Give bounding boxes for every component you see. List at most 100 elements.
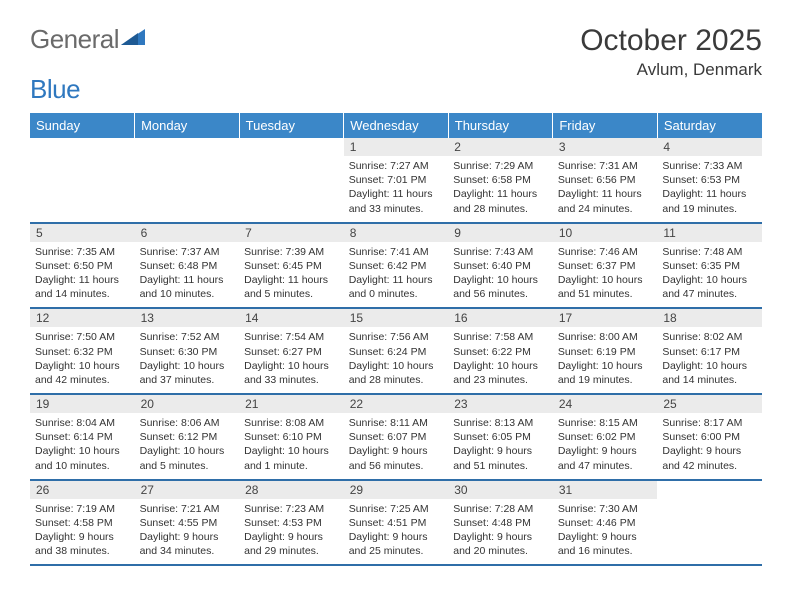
calendar-day-cell: 18Sunrise: 8:02 AMSunset: 6:17 PMDayligh… <box>657 308 762 394</box>
weekday-header: Thursday <box>448 113 553 138</box>
day-details: Sunrise: 8:04 AMSunset: 6:14 PMDaylight:… <box>30 413 135 479</box>
day-number: 13 <box>135 309 240 327</box>
month-title: October 2025 <box>580 24 762 58</box>
calendar-day-cell: 15Sunrise: 7:56 AMSunset: 6:24 PMDayligh… <box>344 308 449 394</box>
day-details: Sunrise: 7:21 AMSunset: 4:55 PMDaylight:… <box>135 499 240 565</box>
weekday-header: Monday <box>135 113 240 138</box>
calendar-day-cell: 24Sunrise: 8:15 AMSunset: 6:02 PMDayligh… <box>553 394 658 480</box>
day-details: Sunrise: 7:35 AMSunset: 6:50 PMDaylight:… <box>30 242 135 308</box>
day-number: 30 <box>448 481 553 499</box>
calendar-day-cell: 17Sunrise: 8:00 AMSunset: 6:19 PMDayligh… <box>553 308 658 394</box>
calendar-day-cell: 8Sunrise: 7:41 AMSunset: 6:42 PMDaylight… <box>344 223 449 309</box>
day-details: Sunrise: 7:43 AMSunset: 6:40 PMDaylight:… <box>448 242 553 308</box>
day-number: 1 <box>344 138 449 156</box>
calendar-day-cell: 29Sunrise: 7:25 AMSunset: 4:51 PMDayligh… <box>344 480 449 566</box>
logo-gray-text: General <box>30 24 119 55</box>
weekday-header: Wednesday <box>344 113 449 138</box>
calendar-day-cell: 22Sunrise: 8:11 AMSunset: 6:07 PMDayligh… <box>344 394 449 480</box>
calendar-day-cell: 30Sunrise: 7:28 AMSunset: 4:48 PMDayligh… <box>448 480 553 566</box>
day-details: Sunrise: 8:17 AMSunset: 6:00 PMDaylight:… <box>657 413 762 479</box>
day-details: Sunrise: 8:02 AMSunset: 6:17 PMDaylight:… <box>657 327 762 393</box>
day-number: 27 <box>135 481 240 499</box>
calendar-day-cell: 16Sunrise: 7:58 AMSunset: 6:22 PMDayligh… <box>448 308 553 394</box>
day-details: Sunrise: 7:31 AMSunset: 6:56 PMDaylight:… <box>553 156 658 222</box>
logo-blue-text: Blue <box>30 74 80 104</box>
day-details: Sunrise: 7:37 AMSunset: 6:48 PMDaylight:… <box>135 242 240 308</box>
day-number: 20 <box>135 395 240 413</box>
calendar-day-cell: 27Sunrise: 7:21 AMSunset: 4:55 PMDayligh… <box>135 480 240 566</box>
calendar-day-cell <box>135 138 240 223</box>
calendar-week-row: 12Sunrise: 7:50 AMSunset: 6:32 PMDayligh… <box>30 308 762 394</box>
calendar-day-cell: 25Sunrise: 8:17 AMSunset: 6:00 PMDayligh… <box>657 394 762 480</box>
day-details: Sunrise: 7:50 AMSunset: 6:32 PMDaylight:… <box>30 327 135 393</box>
calendar-day-cell: 3Sunrise: 7:31 AMSunset: 6:56 PMDaylight… <box>553 138 658 223</box>
day-number: 14 <box>239 309 344 327</box>
calendar-day-cell: 2Sunrise: 7:29 AMSunset: 6:58 PMDaylight… <box>448 138 553 223</box>
calendar-day-cell: 21Sunrise: 8:08 AMSunset: 6:10 PMDayligh… <box>239 394 344 480</box>
day-number: 12 <box>30 309 135 327</box>
day-details: Sunrise: 7:56 AMSunset: 6:24 PMDaylight:… <box>344 327 449 393</box>
day-number: 31 <box>553 481 658 499</box>
calendar-week-row: 26Sunrise: 7:19 AMSunset: 4:58 PMDayligh… <box>30 480 762 566</box>
day-details: Sunrise: 7:29 AMSunset: 6:58 PMDaylight:… <box>448 156 553 222</box>
day-number: 2 <box>448 138 553 156</box>
day-number: 15 <box>344 309 449 327</box>
day-number: 19 <box>30 395 135 413</box>
day-number: 8 <box>344 224 449 242</box>
day-details: Sunrise: 8:15 AMSunset: 6:02 PMDaylight:… <box>553 413 658 479</box>
calendar-day-cell: 31Sunrise: 7:30 AMSunset: 4:46 PMDayligh… <box>553 480 658 566</box>
calendar-week-row: 5Sunrise: 7:35 AMSunset: 6:50 PMDaylight… <box>30 223 762 309</box>
day-details: Sunrise: 8:08 AMSunset: 6:10 PMDaylight:… <box>239 413 344 479</box>
day-number: 10 <box>553 224 658 242</box>
day-details: Sunrise: 7:19 AMSunset: 4:58 PMDaylight:… <box>30 499 135 565</box>
day-number <box>135 138 240 155</box>
calendar-day-cell: 5Sunrise: 7:35 AMSunset: 6:50 PMDaylight… <box>30 223 135 309</box>
calendar-day-cell: 28Sunrise: 7:23 AMSunset: 4:53 PMDayligh… <box>239 480 344 566</box>
calendar-table: Sunday Monday Tuesday Wednesday Thursday… <box>30 113 762 566</box>
day-number: 18 <box>657 309 762 327</box>
weekday-header: Tuesday <box>239 113 344 138</box>
day-number: 7 <box>239 224 344 242</box>
day-number: 26 <box>30 481 135 499</box>
day-details: Sunrise: 8:00 AMSunset: 6:19 PMDaylight:… <box>553 327 658 393</box>
calendar-day-cell: 23Sunrise: 8:13 AMSunset: 6:05 PMDayligh… <box>448 394 553 480</box>
day-number: 25 <box>657 395 762 413</box>
calendar-day-cell: 20Sunrise: 8:06 AMSunset: 6:12 PMDayligh… <box>135 394 240 480</box>
weekday-header: Sunday <box>30 113 135 138</box>
day-details <box>657 498 762 556</box>
calendar-day-cell <box>657 480 762 566</box>
day-details <box>30 155 135 213</box>
day-details: Sunrise: 7:39 AMSunset: 6:45 PMDaylight:… <box>239 242 344 308</box>
calendar-day-cell: 11Sunrise: 7:48 AMSunset: 6:35 PMDayligh… <box>657 223 762 309</box>
calendar-day-cell: 12Sunrise: 7:50 AMSunset: 6:32 PMDayligh… <box>30 308 135 394</box>
day-number <box>30 138 135 155</box>
day-details: Sunrise: 7:46 AMSunset: 6:37 PMDaylight:… <box>553 242 658 308</box>
day-number: 9 <box>448 224 553 242</box>
day-number <box>657 481 762 498</box>
day-details: Sunrise: 7:28 AMSunset: 4:48 PMDaylight:… <box>448 499 553 565</box>
day-number: 24 <box>553 395 658 413</box>
calendar-day-cell: 1Sunrise: 7:27 AMSunset: 7:01 PMDaylight… <box>344 138 449 223</box>
day-number: 16 <box>448 309 553 327</box>
day-details: Sunrise: 7:23 AMSunset: 4:53 PMDaylight:… <box>239 499 344 565</box>
weekday-header: Friday <box>553 113 658 138</box>
calendar-day-cell: 10Sunrise: 7:46 AMSunset: 6:37 PMDayligh… <box>553 223 658 309</box>
calendar-day-cell: 6Sunrise: 7:37 AMSunset: 6:48 PMDaylight… <box>135 223 240 309</box>
day-number: 6 <box>135 224 240 242</box>
logo-triangle-icon <box>121 27 147 52</box>
calendar-day-cell: 13Sunrise: 7:52 AMSunset: 6:30 PMDayligh… <box>135 308 240 394</box>
day-details: Sunrise: 8:13 AMSunset: 6:05 PMDaylight:… <box>448 413 553 479</box>
calendar-day-cell: 4Sunrise: 7:33 AMSunset: 6:53 PMDaylight… <box>657 138 762 223</box>
day-number: 22 <box>344 395 449 413</box>
day-number: 4 <box>657 138 762 156</box>
day-details <box>239 155 344 213</box>
day-number: 28 <box>239 481 344 499</box>
day-details: Sunrise: 7:41 AMSunset: 6:42 PMDaylight:… <box>344 242 449 308</box>
day-number: 21 <box>239 395 344 413</box>
day-details: Sunrise: 7:27 AMSunset: 7:01 PMDaylight:… <box>344 156 449 222</box>
day-number <box>239 138 344 155</box>
calendar-day-cell: 26Sunrise: 7:19 AMSunset: 4:58 PMDayligh… <box>30 480 135 566</box>
day-details: Sunrise: 7:33 AMSunset: 6:53 PMDaylight:… <box>657 156 762 222</box>
calendar-day-cell <box>239 138 344 223</box>
calendar-week-row: 1Sunrise: 7:27 AMSunset: 7:01 PMDaylight… <box>30 138 762 223</box>
